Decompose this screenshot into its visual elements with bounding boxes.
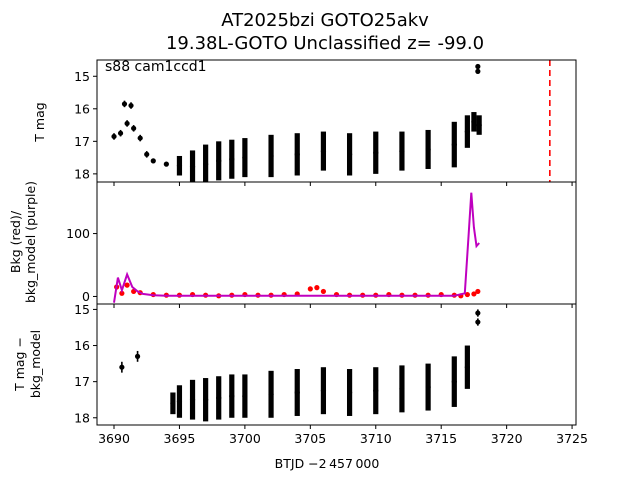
bottom-data-point bbox=[216, 395, 222, 401]
top-data-point bbox=[216, 158, 222, 164]
top-data-point bbox=[268, 153, 274, 159]
chart-title-line2: 19.38L-GOTO Unclassified z= -99.0 bbox=[166, 33, 484, 54]
top-data-point bbox=[189, 164, 196, 170]
bottom-data-point bbox=[268, 391, 274, 397]
bottom-data-point bbox=[320, 388, 327, 394]
x-tick-label: 3705 bbox=[294, 431, 326, 446]
middle-data-point bbox=[124, 282, 130, 288]
middle-axes-frame bbox=[96, 181, 577, 305]
panel-middle-background: 0 100 bbox=[66, 181, 577, 308]
middle-data-point bbox=[471, 291, 477, 297]
x-tick-label: 3715 bbox=[425, 431, 457, 446]
top-data-point bbox=[203, 161, 209, 167]
bottom-data-point bbox=[170, 400, 176, 406]
top-data-point bbox=[144, 151, 150, 157]
bottom-data-point bbox=[346, 389, 353, 396]
bottom-data-point bbox=[399, 386, 405, 392]
panel-bottom-magnitude-minus-model: 15 16 17 18 3690 3695 3700 3705 3710 3715 3720 3725 bbox=[74, 302, 588, 446]
bottom-plot-area bbox=[119, 309, 481, 422]
bottom-data-point bbox=[475, 310, 481, 316]
top-data-point bbox=[476, 122, 482, 128]
bottom-data-point bbox=[373, 388, 379, 394]
middle-data-point bbox=[307, 286, 313, 292]
top-data-point bbox=[242, 155, 248, 161]
top-data-point bbox=[128, 102, 134, 109]
x-tick-label: 3690 bbox=[98, 431, 130, 446]
top-data-point bbox=[471, 119, 477, 125]
chart-title-line1: AT2025bzi GOTO25akv bbox=[221, 10, 429, 31]
top-data-point bbox=[475, 63, 481, 70]
top-data-point bbox=[131, 125, 137, 131]
bottom-y-axis-label-line2: bkg_model bbox=[28, 330, 43, 398]
x-tick-label: 3695 bbox=[164, 431, 196, 446]
top-y-tick-label: 16 bbox=[74, 101, 90, 116]
middle-data-point bbox=[464, 291, 470, 298]
middle-y-axis-label-line2: bkg_model (purple) bbox=[23, 181, 38, 303]
bottom-data-point bbox=[425, 384, 431, 390]
bottom-data-point bbox=[464, 364, 470, 370]
bottom-data-point bbox=[294, 389, 300, 396]
x-tick-label: 3700 bbox=[229, 431, 261, 446]
bottom-data-point bbox=[189, 397, 196, 403]
top-data-point bbox=[425, 146, 431, 153]
top-data-point bbox=[124, 120, 130, 127]
top-data-point bbox=[176, 163, 183, 169]
top-data-point bbox=[320, 148, 327, 154]
bottom-data-point bbox=[475, 319, 481, 325]
top-data-point bbox=[111, 133, 117, 140]
top-data-point bbox=[475, 68, 481, 74]
bottom-y-tick-label: 16 bbox=[74, 338, 90, 353]
top-plot-area bbox=[111, 60, 551, 182]
top-data-point bbox=[346, 151, 353, 157]
x-tick-label: 3720 bbox=[491, 431, 523, 446]
bottom-y-tick-label: 18 bbox=[74, 410, 90, 425]
top-data-point bbox=[229, 156, 235, 162]
top-data-point bbox=[451, 141, 457, 148]
top-data-point bbox=[121, 101, 128, 107]
x-tick-label: 3725 bbox=[556, 431, 588, 446]
bottom-data-point bbox=[134, 353, 141, 359]
top-y-tick-label: 18 bbox=[74, 166, 90, 181]
top-data-point bbox=[150, 158, 156, 164]
top-panel-annotation: s88 cam1ccd1 bbox=[105, 59, 207, 75]
top-y-axis-label: T mag bbox=[32, 102, 47, 142]
middle-y-tick-label: 100 bbox=[66, 226, 90, 241]
top-data-point bbox=[373, 150, 379, 156]
top-data-point bbox=[294, 151, 300, 157]
middle-data-point bbox=[475, 288, 481, 295]
bottom-y-tick-label: 17 bbox=[74, 374, 90, 389]
bottom-y-tick-label: 15 bbox=[74, 302, 90, 317]
top-data-point bbox=[464, 128, 470, 135]
middle-y-tick-label: 0 bbox=[82, 289, 90, 304]
bottom-data-point bbox=[119, 364, 125, 370]
bottom-data-point bbox=[176, 398, 183, 405]
bottom-data-point bbox=[229, 393, 235, 399]
top-y-tick-label: 17 bbox=[74, 134, 90, 149]
bottom-y-axis-label-line1: T mag − bbox=[12, 337, 27, 392]
top-data-point bbox=[163, 161, 169, 167]
bottom-data-point bbox=[203, 397, 209, 403]
x-axis-label: BTJD −2 457 000 bbox=[275, 456, 380, 471]
middle-plot-area bbox=[113, 192, 481, 303]
bottom-data-point bbox=[451, 379, 457, 385]
bottom-axes-frame bbox=[96, 303, 577, 426]
top-y-tick-label: 15 bbox=[74, 69, 90, 84]
middle-data-point bbox=[320, 288, 327, 295]
top-data-point bbox=[117, 130, 124, 136]
x-tick-label: 3710 bbox=[360, 431, 392, 446]
middle-data-point bbox=[314, 285, 320, 291]
top-data-point bbox=[137, 135, 143, 141]
middle-y-axis-label-line1: Bkg (red)/ bbox=[8, 210, 23, 273]
middle-series-line bbox=[113, 192, 480, 303]
top-data-point bbox=[399, 148, 405, 154]
panel-top-magnitude: 15 16 17 18 bbox=[74, 59, 577, 186]
bottom-data-point bbox=[242, 393, 248, 399]
